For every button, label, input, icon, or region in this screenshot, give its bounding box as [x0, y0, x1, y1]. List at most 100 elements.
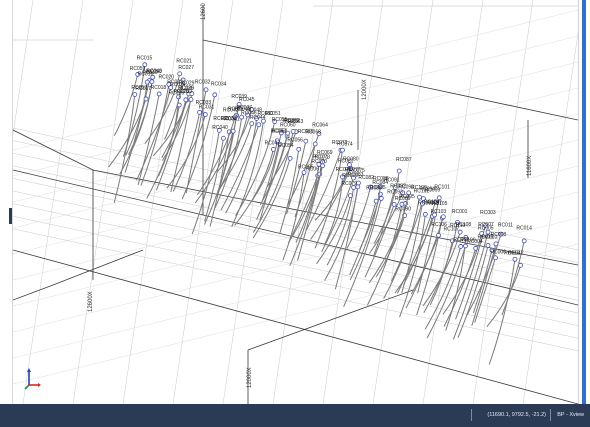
drillhole-collar[interactable] [254, 116, 260, 121]
drillhole-collar[interactable] [356, 180, 361, 186]
drillhole-collar[interactable] [421, 196, 426, 202]
drillhole-collar[interactable] [287, 155, 293, 161]
drillhole-trace[interactable] [314, 164, 350, 221]
drillhole-trace[interactable] [443, 248, 477, 327]
drillhole-trace[interactable] [422, 231, 461, 307]
drillhole-trace[interactable] [166, 114, 206, 189]
drillhole-trace[interactable] [113, 74, 139, 137]
drillhole-trace[interactable] [261, 132, 282, 202]
drillhole-trace[interactable] [426, 245, 466, 339]
drillhole-trace[interactable] [452, 232, 489, 340]
drillhole-collar[interactable] [432, 212, 437, 218]
drillhole-collar[interactable] [143, 96, 149, 102]
drillhole-trace[interactable] [191, 130, 220, 235]
drillhole-collar[interactable] [156, 91, 162, 97]
drillhole-collar[interactable] [144, 79, 150, 85]
drillhole-trace[interactable] [321, 177, 354, 253]
drillhole-collar[interactable] [168, 85, 174, 90]
drillhole-collar[interactable] [197, 109, 202, 115]
drillhole-collar[interactable] [348, 165, 354, 171]
drillhole-collar[interactable] [378, 196, 384, 201]
drillhole-collar[interactable] [406, 190, 412, 196]
3d-viewport[interactable]: RC059 RC049 RC015 RC057 RC058 RC016 RC017 RC018… [13, 0, 578, 404]
drillhole-trace[interactable] [250, 140, 278, 203]
drillhole-collar[interactable] [485, 243, 491, 248]
drillhole-collar[interactable] [239, 114, 245, 120]
view-mode-indicator[interactable]: BP - Xview [557, 412, 584, 418]
drillhole-trace[interactable] [442, 233, 483, 315]
drillhole-collar[interactable] [417, 194, 422, 200]
drillhole-trace[interactable] [164, 79, 184, 140]
drillhole-trace[interactable] [113, 94, 136, 203]
drillhole-trace[interactable] [399, 214, 426, 318]
drillhole-collar[interactable] [391, 201, 397, 207]
drillhole-collar[interactable] [521, 238, 527, 244]
drillhole-collar[interactable] [312, 141, 318, 147]
drillhole-collar[interactable] [498, 231, 504, 237]
drillhole-trace[interactable] [424, 246, 462, 330]
drillhole-trace[interactable] [349, 200, 377, 276]
drillhole-trace[interactable] [161, 99, 187, 158]
drillhole-trace[interactable] [194, 130, 234, 204]
drillhole-trace[interactable] [368, 192, 410, 284]
drillhole-trace[interactable] [305, 150, 342, 231]
drillhole-trace[interactable] [294, 143, 316, 218]
drillhole-collar[interactable] [303, 138, 309, 144]
drillhole-collar[interactable] [351, 175, 356, 181]
drillhole-trace[interactable] [136, 87, 172, 181]
drillhole-collar[interactable] [355, 184, 361, 190]
drillhole-trace[interactable] [457, 245, 489, 338]
drillhole-collar[interactable] [149, 79, 155, 85]
drillhole-trace[interactable] [501, 240, 525, 316]
drillhole-trace[interactable] [252, 158, 291, 239]
drillhole-trace[interactable] [291, 175, 319, 236]
drillhole-trace[interactable] [373, 187, 396, 257]
drillhole-collar[interactable] [150, 74, 156, 80]
drillhole-collar[interactable] [290, 128, 296, 134]
drillhole-trace[interactable] [349, 186, 381, 281]
drillhole-collar[interactable] [422, 211, 428, 217]
drillhole-collar[interactable] [249, 121, 255, 126]
drillhole-trace[interactable] [295, 164, 320, 243]
drillhole-collar[interactable] [256, 122, 262, 128]
drillhole-collar[interactable] [463, 243, 468, 249]
drillhole-collar[interactable] [392, 185, 398, 190]
drillhole-trace[interactable] [252, 131, 294, 233]
drillhole-collar[interactable] [457, 229, 463, 235]
drillhole-trace[interactable] [279, 149, 300, 235]
drillhole-collar[interactable] [236, 102, 242, 107]
drillhole-trace[interactable] [383, 197, 420, 299]
drillhole-collar[interactable] [400, 190, 405, 196]
drillhole-trace[interactable] [297, 165, 324, 261]
drillhole-trace[interactable] [119, 81, 153, 175]
drillhole-trace[interactable] [403, 214, 436, 286]
drillhole-collar[interactable] [340, 174, 345, 180]
drillhole-trace[interactable] [217, 123, 253, 192]
drillhole-collar[interactable] [249, 107, 255, 112]
drillhole-collar[interactable] [216, 127, 222, 133]
drillhole-collar[interactable] [301, 170, 307, 175]
drillhole-collar[interactable] [340, 147, 345, 153]
drillhole-trace[interactable] [108, 98, 147, 168]
drillhole-collar[interactable] [260, 118, 266, 124]
drillhole-trace[interactable] [310, 168, 352, 240]
drillhole-collar[interactable] [485, 229, 491, 235]
drillhole-collar[interactable] [135, 72, 141, 77]
drillhole-collar[interactable] [212, 92, 218, 98]
drillhole-collar[interactable] [463, 235, 469, 240]
drillhole-collar[interactable] [440, 214, 446, 220]
drillhole-trace[interactable] [410, 235, 440, 295]
drillhole-trace[interactable] [235, 121, 276, 216]
drillhole-trace[interactable] [220, 124, 260, 211]
drillhole-trace[interactable] [140, 84, 170, 186]
drillhole-trace[interactable] [396, 201, 437, 294]
drillhole-collar[interactable] [177, 71, 183, 77]
drillhole-trace[interactable] [259, 133, 289, 206]
drillhole-trace[interactable] [282, 172, 305, 261]
drillhole-collar[interactable] [455, 220, 460, 225]
drillhole-trace[interactable] [266, 131, 297, 187]
drillhole-collar[interactable] [482, 223, 488, 228]
drillhole-trace[interactable] [488, 259, 516, 365]
drillhole-collar[interactable] [378, 183, 383, 189]
